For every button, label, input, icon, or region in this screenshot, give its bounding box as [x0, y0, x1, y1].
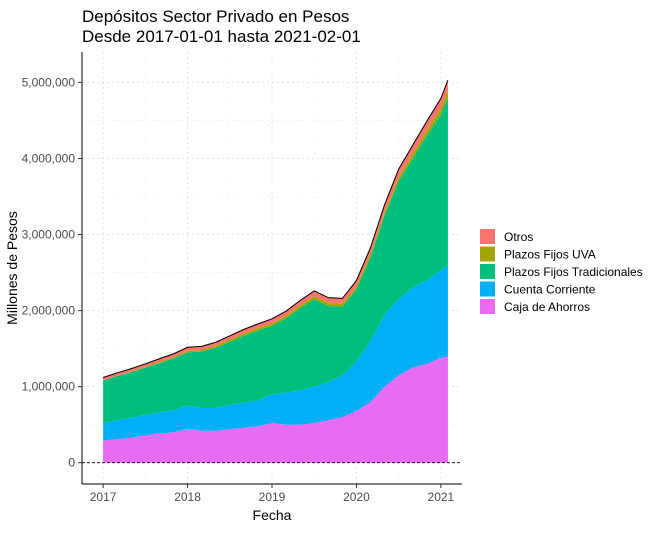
y-tick-label: 5,000,000	[22, 75, 76, 89]
legend: Otros Plazos Fijos UVA Plazos Fijos Tradic…	[480, 229, 643, 314]
x-tick-label: 2019	[259, 490, 286, 504]
y-tick-label: 0	[68, 456, 75, 470]
legend-label-caja-de-ahorros: Caja de Ahorros	[504, 300, 590, 314]
legend-label-otros: Otros	[504, 230, 533, 244]
area-caja-de-ahorros	[103, 356, 448, 463]
y-tick-label: 1,000,000	[22, 380, 76, 394]
legend-swatch-cuenta-corriente	[480, 281, 495, 297]
x-tick-label: 2017	[90, 490, 117, 504]
legend-label-plazos-fijos-tradicionales: Plazos Fijos Tradicionales	[504, 265, 643, 279]
area-plazos-fijos-tradicionales	[103, 97, 448, 424]
area-plazos-fijos-uva	[103, 90, 448, 381]
chart-subtitle: Desde 2017-01-01 hasta 2021-02-01	[82, 27, 361, 46]
area-otros	[103, 80, 448, 381]
y-tick-label: 2,000,000	[22, 304, 76, 318]
y-tick-label: 4,000,000	[22, 151, 76, 165]
total-line-layer	[82, 79, 462, 464]
legend-label-cuenta-corriente: Cuenta Corriente	[504, 283, 596, 297]
legend-swatch-plazos-fijos-tradicionales	[480, 264, 495, 279]
area-cuenta-corriente	[103, 264, 448, 441]
legend-swatch-plazos-fijos-uva	[480, 246, 495, 262]
x-tick-label: 2020	[343, 490, 370, 504]
y-tick-label: 3,000,000	[22, 228, 76, 242]
legend-swatch-otros	[480, 229, 495, 244]
chart-title: Depósitos Sector Privado en Pesos	[82, 7, 349, 26]
axes: 0 1,000,000 2,000,000 3,000,000 4,000,000 5,0…	[22, 52, 462, 504]
areas	[103, 80, 448, 463]
y-axis-label: Millones de Pesos	[4, 211, 20, 325]
x-tick-label: 2018	[174, 490, 201, 504]
legend-swatch-caja-de-ahorros	[480, 299, 495, 314]
legend-label-plazos-fijos-uva: Plazos Fijos UVA	[504, 248, 596, 262]
x-tick-label: 2021	[428, 490, 455, 504]
total-line	[102, 79, 449, 378]
x-axis-label: Fecha	[253, 507, 292, 523]
